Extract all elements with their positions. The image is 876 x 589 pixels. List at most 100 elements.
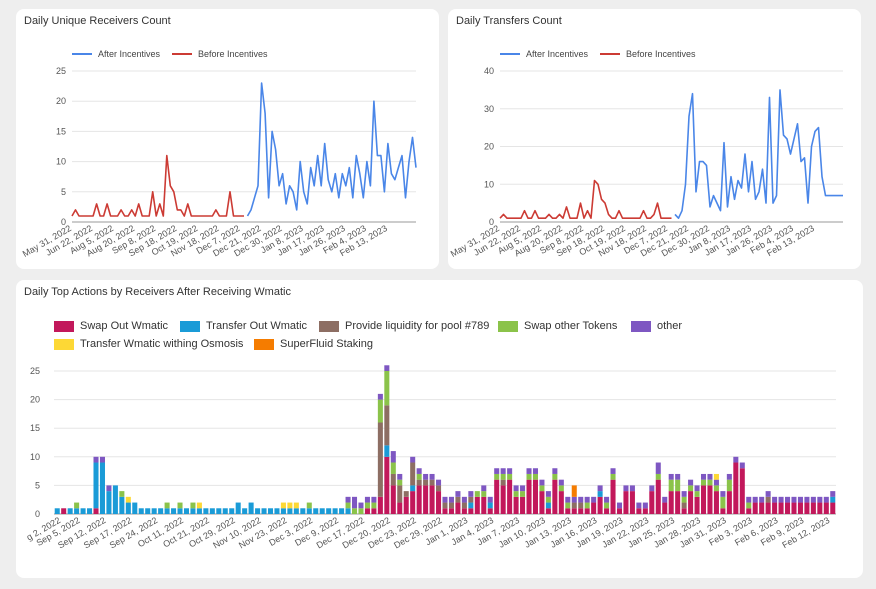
bar-segment (384, 445, 390, 457)
bar-segment (513, 491, 519, 497)
bar-segment (604, 502, 610, 509)
bar-segment (558, 479, 564, 486)
bar-segment (746, 496, 752, 503)
bar-segment (74, 508, 80, 514)
bar-segment (106, 491, 112, 514)
bar-segment (300, 508, 306, 514)
bar-segment (474, 496, 480, 514)
bar-segment (707, 485, 713, 514)
legend-label: Swap other Tokens (524, 320, 618, 332)
legend-label: Transfer Out Wmatic (206, 320, 308, 332)
bar-segment (539, 479, 545, 486)
bar-segment (539, 491, 545, 514)
bar-segment (377, 393, 383, 400)
bar-segment (604, 496, 610, 503)
receivers-card: Daily Unique Receivers Count 0 5 10 15 20 25 M… (16, 9, 439, 269)
bar-segment (539, 485, 545, 492)
bar-segment (384, 456, 390, 514)
bar-segment (778, 502, 784, 514)
bar-segment (526, 473, 532, 480)
bar-segment (481, 485, 487, 492)
y-tick-label: 25 (56, 66, 66, 76)
bar-segment (494, 479, 500, 514)
bar-segment (280, 502, 286, 509)
bar-segment (358, 508, 364, 514)
bar-segment (216, 508, 222, 514)
bar-segment (364, 496, 370, 503)
y-tick-label: 20 (484, 142, 494, 152)
bar-segment (681, 496, 687, 503)
bar-segment (545, 502, 551, 509)
bar-segment (87, 508, 93, 514)
bar-segment (352, 496, 358, 509)
bar-segment (655, 462, 661, 474)
bar-segment (416, 485, 422, 514)
bar-segment (500, 485, 506, 514)
bar-segment (313, 508, 319, 514)
bar-segment (403, 491, 409, 497)
bar-segment (158, 508, 164, 514)
bar-segment (358, 502, 364, 509)
bar-segment (629, 485, 635, 492)
bar-segment (319, 508, 325, 514)
bar-segment (797, 496, 803, 503)
bar-segment (345, 508, 351, 514)
bar-segment (532, 473, 538, 480)
bar-segment (649, 485, 655, 492)
bar-segment (558, 491, 564, 514)
bar-segment (287, 502, 293, 509)
legend-item: Swap Out Wmatic (54, 320, 168, 332)
bar-segment (668, 473, 674, 480)
bar-segment (830, 491, 836, 497)
bar-segment (190, 508, 196, 514)
legend-swatch (319, 320, 339, 332)
y-tick-label: 30 (484, 104, 494, 114)
bar-segment (397, 479, 403, 486)
bar-segment (461, 502, 467, 509)
legend-item: Transfer Out Wmatic (180, 320, 307, 332)
bar-segment (461, 496, 467, 503)
legend-label: Provide liquidity for pool #789 (345, 320, 490, 332)
bar-segment (442, 508, 448, 514)
bar-segment (255, 508, 261, 514)
bar-segment (610, 473, 616, 480)
bar-segment (700, 479, 707, 486)
bar-segment (183, 508, 190, 514)
bar-segment (403, 496, 409, 514)
bar-segment (791, 496, 797, 503)
bar-segment (429, 485, 435, 514)
bar-segment (468, 496, 474, 503)
bar-segment (778, 496, 784, 503)
bar-segment (662, 502, 668, 514)
bar-segment (410, 491, 416, 514)
bar-segment (513, 496, 519, 514)
bar-segment (532, 479, 538, 514)
bar-segment (287, 508, 293, 514)
bar-segment (468, 491, 474, 497)
bar-segment (93, 462, 99, 509)
bar-segment (713, 485, 719, 492)
bar-segment (681, 491, 687, 497)
bar-segment (377, 496, 383, 514)
bar-segment (377, 399, 383, 423)
bar-segment (410, 462, 416, 486)
receivers-chart-title: Daily Unique Receivers Count (24, 15, 171, 27)
bar-segment (416, 468, 422, 474)
bar-segment (442, 502, 448, 509)
bar-segment (306, 502, 312, 509)
y-tick-label: 10 (56, 157, 66, 167)
legend-swatch (180, 320, 200, 332)
bar-segment (487, 502, 493, 509)
y-tick-label: 15 (30, 423, 40, 433)
bar-segment (772, 502, 778, 514)
bar-segment (423, 479, 429, 486)
bar-segment (410, 485, 416, 492)
bar-segment (209, 508, 215, 514)
bar-segment (785, 502, 791, 514)
y-tick-label: 0 (61, 217, 66, 227)
bar-segment (119, 496, 125, 514)
bar-segment (629, 491, 635, 514)
bar-segment (274, 508, 280, 514)
bar-segment (681, 502, 687, 509)
legend-label: other (657, 320, 683, 332)
